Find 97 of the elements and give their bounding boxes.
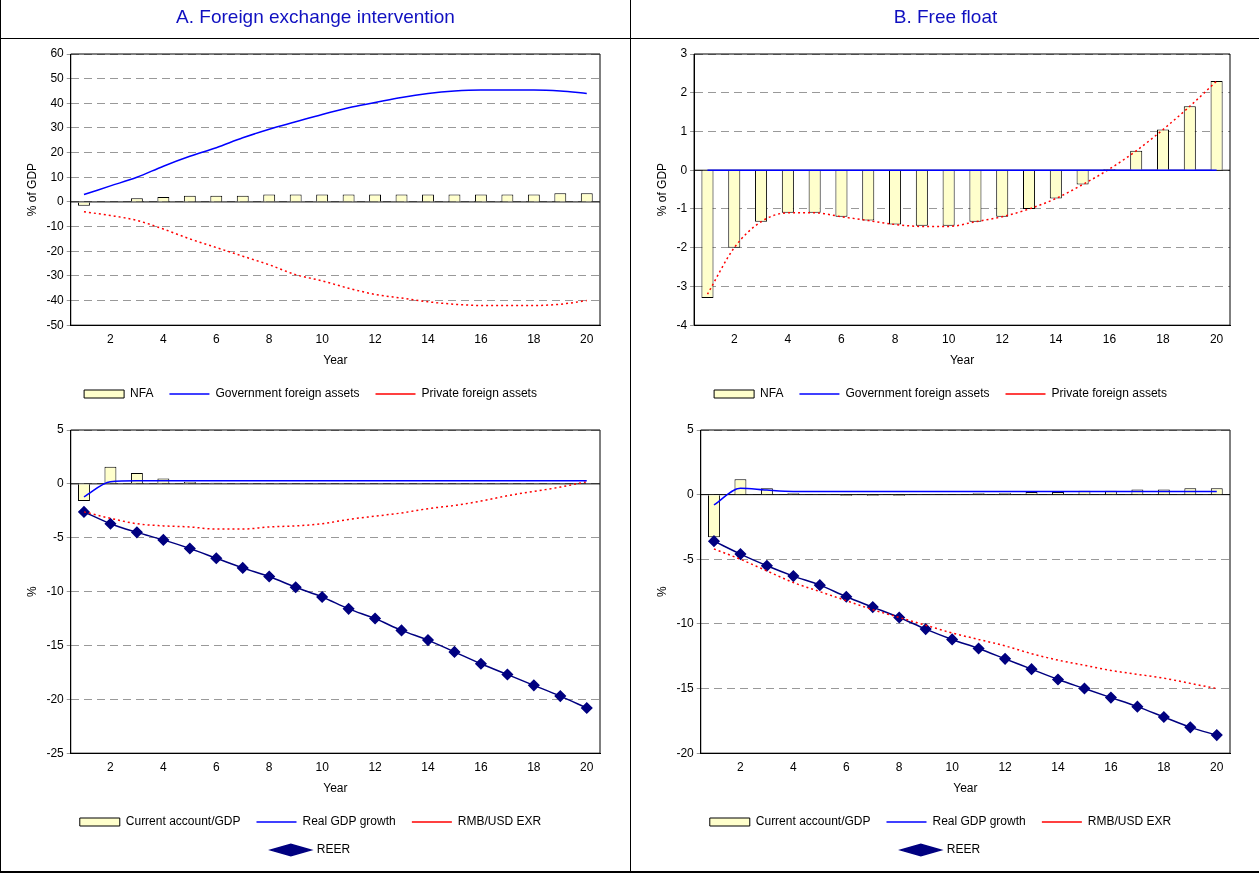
y-tick-label: 60 bbox=[50, 46, 65, 61]
x-tick-label: 6 bbox=[212, 331, 220, 346]
x-tick-label: 6 bbox=[842, 759, 850, 774]
y-tick-label: -3 bbox=[676, 278, 688, 293]
x-tick-label: 20 bbox=[1210, 759, 1224, 774]
legend-label: Government foreign assets bbox=[845, 386, 990, 401]
y-tick-label: -1 bbox=[676, 201, 688, 216]
legend-label: Private foreign assets bbox=[421, 386, 537, 401]
y-tick-label: -10 bbox=[676, 616, 695, 631]
y-tick-label: -15 bbox=[676, 680, 695, 695]
x-tick-label: 18 bbox=[527, 331, 541, 346]
x-axis-title: Year bbox=[323, 781, 348, 796]
legend-label: Current account/GDP bbox=[755, 814, 871, 829]
legend-label: Private foreign assets bbox=[1051, 386, 1167, 401]
x-axis-title: Year bbox=[953, 781, 978, 796]
x-tick-label: 18 bbox=[1156, 331, 1170, 346]
legend-label: Current account/GDP bbox=[125, 814, 241, 829]
x-tick-label: 4 bbox=[790, 759, 798, 774]
x-axis-title: Year bbox=[949, 353, 975, 368]
y-tick-label: -40 bbox=[46, 292, 65, 307]
x-tick-label: 6 bbox=[212, 759, 220, 774]
x-tick-label: 8 bbox=[265, 759, 273, 774]
y-tick-label: -5 bbox=[53, 530, 65, 545]
y-tick-label: 5 bbox=[687, 422, 695, 437]
y-tick-label: -10 bbox=[46, 583, 65, 598]
y-tick-label: -4 bbox=[676, 317, 688, 332]
legend-label: RMB/USD EXR bbox=[1087, 814, 1172, 829]
legend-label: REER bbox=[946, 842, 981, 857]
y-tick-label: 0 bbox=[57, 194, 65, 209]
x-tick-label: 20 bbox=[1209, 331, 1224, 346]
x-tick-label: 18 bbox=[1157, 759, 1171, 774]
legend-label: RMB/USD EXR bbox=[457, 814, 542, 829]
x-tick-label: 2 bbox=[730, 331, 738, 346]
x-tick-label: 4 bbox=[784, 331, 792, 346]
y-tick-label: 3 bbox=[680, 46, 688, 61]
x-axis-title: Year bbox=[323, 353, 348, 368]
legend-label: REER bbox=[316, 842, 351, 857]
x-tick-label: 2 bbox=[737, 759, 745, 774]
x-tick-label: 12 bbox=[368, 331, 383, 346]
y-tick-label: -10 bbox=[46, 218, 65, 233]
y-axis-title: % of GDP bbox=[24, 162, 39, 217]
x-tick-label: 12 bbox=[368, 759, 383, 774]
legend-label: NFA bbox=[760, 386, 784, 401]
x-tick-label: 6 bbox=[838, 331, 846, 346]
y-tick-label: -15 bbox=[46, 637, 65, 652]
legend-label: NFA bbox=[130, 386, 154, 401]
x-tick-label: 10 bbox=[315, 331, 330, 346]
y-tick-label: -50 bbox=[46, 317, 65, 332]
y-tick-label: -20 bbox=[46, 243, 65, 258]
x-tick-label: 10 bbox=[945, 759, 960, 774]
y-tick-label: -20 bbox=[46, 691, 65, 706]
x-tick-label: 14 bbox=[1051, 759, 1065, 774]
chart-title: B. Free float bbox=[631, 0, 1259, 39]
x-tick-label: 12 bbox=[998, 759, 1013, 774]
legend-label: Real GDP growth bbox=[932, 814, 1026, 829]
x-tick-label: 20 bbox=[580, 331, 594, 346]
y-tick-label: 10 bbox=[50, 169, 65, 184]
legend-label: Government foreign assets bbox=[215, 386, 360, 401]
chart-title: A. Foreign exchange intervention bbox=[1, 0, 630, 39]
x-tick-label: 8 bbox=[265, 331, 273, 346]
x-tick-label: 14 bbox=[421, 331, 435, 346]
y-tick-label: 1 bbox=[680, 123, 688, 138]
y-tick-label: 2 bbox=[680, 85, 688, 100]
x-tick-label: 4 bbox=[160, 759, 168, 774]
y-tick-label: 40 bbox=[50, 95, 65, 110]
x-tick-label: 16 bbox=[474, 759, 488, 774]
y-tick-label: -25 bbox=[46, 745, 65, 760]
y-axis-title: % bbox=[24, 585, 39, 597]
x-tick-label: 16 bbox=[474, 331, 488, 346]
x-tick-label: 20 bbox=[580, 759, 594, 774]
y-tick-label: 30 bbox=[50, 120, 65, 135]
y-tick-label: -5 bbox=[683, 551, 695, 566]
y-tick-label: 0 bbox=[680, 162, 688, 177]
legend-label: Real GDP growth bbox=[302, 814, 396, 829]
x-tick-label: 8 bbox=[895, 759, 903, 774]
y-axis-title: % of GDP bbox=[654, 162, 669, 217]
y-tick-label: 0 bbox=[687, 486, 695, 501]
y-tick-label: -20 bbox=[676, 745, 695, 760]
y-tick-label: 20 bbox=[50, 144, 65, 159]
x-tick-label: 2 bbox=[107, 331, 115, 346]
y-tick-label: -30 bbox=[46, 268, 65, 283]
x-tick-label: 10 bbox=[941, 331, 956, 346]
x-tick-label: 2 bbox=[107, 759, 115, 774]
x-tick-label: 14 bbox=[421, 759, 435, 774]
x-tick-label: 16 bbox=[1102, 331, 1117, 346]
x-tick-label: 12 bbox=[995, 331, 1010, 346]
x-tick-label: 14 bbox=[1049, 331, 1063, 346]
y-tick-label: 5 bbox=[57, 422, 65, 437]
x-tick-label: 16 bbox=[1104, 759, 1118, 774]
y-tick-label: 50 bbox=[50, 70, 65, 85]
x-tick-label: 18 bbox=[527, 759, 541, 774]
x-tick-label: 8 bbox=[891, 331, 899, 346]
x-tick-label: 10 bbox=[315, 759, 330, 774]
y-tick-label: -2 bbox=[676, 240, 688, 255]
y-axis-title: % bbox=[654, 585, 669, 597]
y-tick-label: 0 bbox=[57, 476, 65, 491]
x-tick-label: 4 bbox=[160, 331, 168, 346]
